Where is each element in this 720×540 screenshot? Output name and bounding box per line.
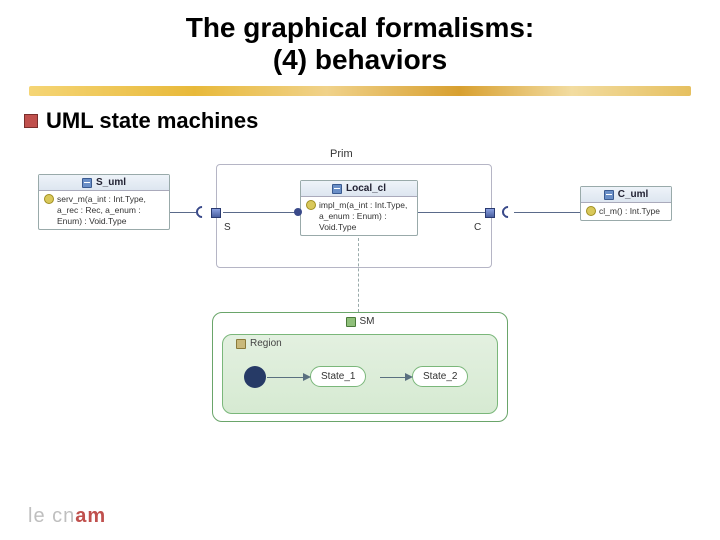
title-line1: The graphical formalisms: [0, 12, 720, 44]
dependency-link-icon [358, 238, 359, 312]
statemachine-icon [346, 317, 356, 327]
state-1: State_1 [310, 366, 366, 387]
class-icon [604, 190, 614, 200]
operation-icon [44, 194, 54, 204]
bullet-text: UML state machines [46, 108, 258, 134]
interface-socket-s [194, 204, 211, 221]
region-icon [236, 339, 246, 349]
divider-rule [0, 86, 720, 96]
class-local-op: impl_m(a_int : Int.Type, a_enum : Enum) … [319, 200, 412, 232]
class-icon [82, 178, 92, 188]
state-2: State_2 [412, 366, 468, 387]
arrow-head-icon [303, 373, 311, 381]
sm-name: SM [360, 316, 375, 327]
bullet-item: UML state machines [0, 102, 720, 134]
port-c-label: C [474, 222, 481, 233]
class-s-uml-op: serv_m(a_int : Int.Type, a_rec : Rec, a_… [57, 194, 164, 226]
class-s-uml-name: S_uml [96, 177, 126, 188]
connector-s-uml-to-port [170, 212, 196, 213]
class-c-uml-name: C_uml [618, 189, 649, 200]
connector-local-to-port-c [418, 212, 485, 213]
title-line2: (4) behaviors [0, 44, 720, 76]
class-s-uml: S_uml serv_m(a_int : Int.Type, a_rec : R… [38, 174, 170, 230]
uml-diagram: S_uml serv_m(a_int : Int.Type, a_rec : R… [0, 134, 720, 464]
arrow-head-icon [405, 373, 413, 381]
bullet-icon [24, 114, 38, 128]
transition-1-to-2 [380, 377, 408, 378]
operation-icon [306, 200, 316, 210]
port-s [211, 208, 221, 218]
operation-icon [586, 206, 596, 216]
transition-init-to-1 [267, 377, 306, 378]
class-icon [332, 184, 342, 194]
connector-port-s-to-local [223, 212, 300, 213]
port-s-label: S [224, 222, 231, 233]
footer-logo: le cnam [28, 505, 106, 528]
class-c-uml-op: cl_m() : Int.Type [599, 206, 660, 217]
connector-port-c-to-c-uml [514, 212, 580, 213]
region-label: Region [236, 338, 282, 349]
class-local-name: Local_cl [346, 183, 386, 194]
class-local: Local_cl impl_m(a_int : Int.Type, a_enum… [300, 180, 418, 236]
port-c [485, 208, 495, 218]
class-c-uml: C_uml cl_m() : Int.Type [580, 186, 672, 221]
logo-red-text: am [75, 505, 106, 527]
logo-gray-text: le cn [28, 505, 75, 527]
prim-label: Prim [330, 148, 353, 160]
